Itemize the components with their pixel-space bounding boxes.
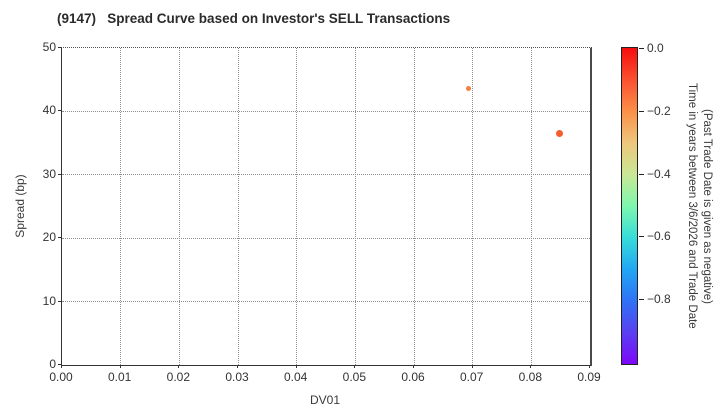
colorbar-tick-mark: [639, 110, 644, 112]
colorbar-tick-label: −0.4: [647, 166, 671, 181]
y-tick-mark: [58, 110, 61, 112]
x-tick-label: 0.04: [283, 370, 308, 384]
colorbar-label: Time in years between 3/6/2026 and Trade…: [684, 47, 714, 365]
x-tick-mark: [295, 365, 297, 368]
x-tick-label: 0.09: [577, 370, 601, 384]
x-tick-mark: [589, 365, 590, 368]
vertical-gridline: [530, 48, 532, 365]
colorbar-tick-mark: [639, 48, 644, 49]
y-tick-mark: [58, 300, 61, 302]
horizontal-gridline: [62, 301, 590, 303]
vertical-gridline: [413, 48, 415, 365]
x-tick-mark: [413, 365, 414, 368]
y-tick-label: 30: [42, 166, 56, 181]
x-tick-mark: [61, 365, 62, 368]
x-tick-mark: [237, 365, 238, 368]
colorbar-tick-label: 0.0: [647, 41, 664, 55]
x-tick-label: 0.05: [342, 370, 366, 384]
x-axis-label: DV01: [309, 393, 341, 407]
plot-area: [61, 47, 592, 366]
y-tick-label: 0: [49, 357, 56, 371]
y-axis-label: Spread (bp): [13, 174, 27, 238]
vertical-gridline: [296, 48, 298, 365]
colorbar-label-line2: (Past Trade Date is given as negative): [701, 108, 713, 304]
y-tick-mark: [58, 364, 61, 365]
y-tick-mark: [58, 47, 61, 48]
colorbar-tick-mark: [639, 299, 644, 300]
colorbar-tick-label: −0.2: [647, 103, 671, 118]
x-tick-label: 0.02: [166, 370, 190, 384]
colorbar-tick-label: −0.8: [647, 292, 671, 306]
horizontal-gridline: [62, 110, 590, 112]
y-tick-label: 10: [42, 293, 56, 308]
colorbar-tick-mark: [639, 173, 644, 175]
colorbar-label-line1: Time in years between 3/6/2026 and Trade…: [686, 83, 698, 329]
scatter-point: [466, 85, 472, 91]
x-tick-label: 0.01: [107, 370, 132, 384]
chart-title: (9147) Spread Curve based on Investor's …: [57, 11, 451, 26]
x-tick-label: 0.06: [401, 370, 425, 384]
x-tick-mark: [471, 365, 473, 368]
vertical-gridline: [178, 48, 180, 365]
y-tick-mark: [58, 173, 61, 175]
x-tick-label: 0.08: [518, 370, 542, 384]
colorbar: [621, 47, 638, 365]
horizontal-gridline: [62, 174, 590, 176]
y-tick-label: 40: [42, 103, 56, 118]
colorbar-tick-mark: [639, 236, 644, 238]
vertical-gridline: [472, 48, 474, 365]
colorbar-tick-label: −0.6: [647, 229, 671, 244]
x-tick-mark: [354, 365, 356, 368]
y-tick-label: 20: [42, 230, 56, 245]
x-tick-label: 0.07: [459, 370, 484, 384]
x-tick-label: 0.00: [49, 370, 73, 384]
vertical-gridline: [237, 48, 239, 365]
y-tick-mark: [58, 237, 61, 239]
x-tick-mark: [119, 365, 121, 368]
vertical-gridline: [120, 48, 122, 365]
x-tick-label: 0.03: [225, 370, 249, 384]
y-tick-label: 50: [42, 40, 56, 54]
x-tick-mark: [178, 365, 180, 368]
scatter-point: [555, 129, 563, 137]
horizontal-gridline: [62, 237, 590, 239]
x-tick-mark: [530, 365, 532, 368]
vertical-gridline: [354, 48, 356, 365]
